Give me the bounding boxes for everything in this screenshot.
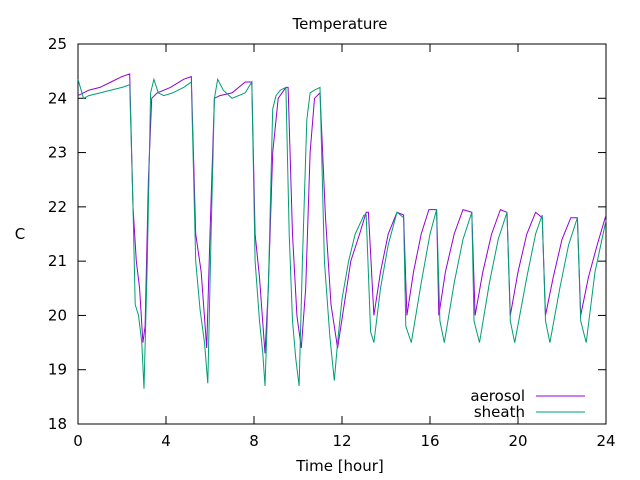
y-tick-label: 19	[48, 361, 67, 379]
y-axis-label: C	[15, 225, 25, 243]
x-tick-label: 12	[332, 432, 351, 450]
y-tick-label: 23	[48, 144, 67, 162]
x-axis-label: Time [hour]	[295, 457, 384, 475]
x-tick-label: 4	[161, 432, 171, 450]
x-tick-label: 8	[249, 432, 259, 450]
legend-label-aerosol: aerosol	[470, 387, 525, 405]
series-line-sheath	[77, 77, 607, 389]
x-axis-ticks: 0 4 8 12 16 20 24	[73, 44, 616, 450]
y-tick-label: 22	[48, 198, 67, 216]
y-tick-label: 20	[48, 306, 67, 324]
y-tick-label: 25	[48, 35, 67, 53]
x-tick-label: 20	[508, 432, 527, 450]
legend-label-sheath: sheath	[474, 403, 525, 421]
x-tick-label: 16	[420, 432, 439, 450]
chart-title: Temperature	[291, 15, 387, 33]
y-tick-label: 18	[48, 415, 67, 433]
series-lines	[77, 73, 607, 389]
y-axis-ticks: 18 19 20 21 22 23 24 25	[48, 35, 606, 433]
x-tick-label: 24	[596, 432, 615, 450]
series-line-aerosol	[77, 73, 607, 354]
y-tick-label: 21	[48, 252, 67, 270]
y-tick-label: 24	[48, 89, 67, 107]
x-tick-label: 0	[73, 432, 83, 450]
